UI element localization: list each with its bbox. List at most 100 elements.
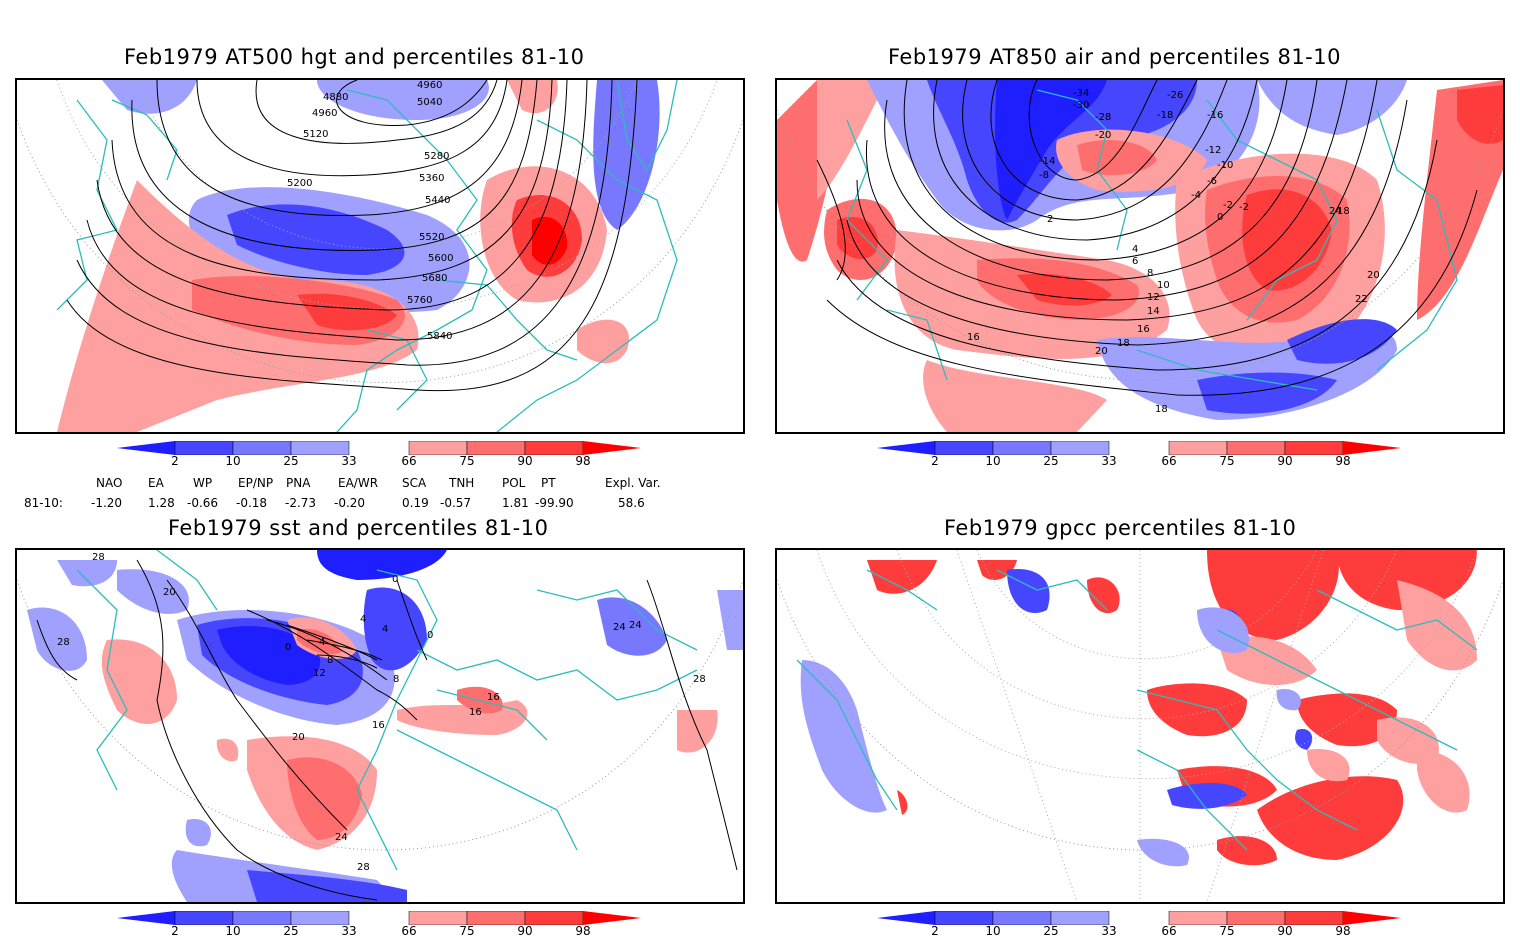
contour-label: 16 — [469, 707, 482, 718]
colorbar-tick: 10 — [225, 924, 241, 938]
colorbar-tick: 66 — [401, 924, 417, 938]
contour-label: -34 — [1073, 88, 1089, 99]
contour-label: -26 — [1167, 90, 1183, 101]
contour-label: -2 — [1223, 200, 1233, 211]
anomaly-red-area — [923, 360, 1107, 432]
contour-label: 5200 — [287, 178, 312, 189]
contour-label: -14 — [1039, 156, 1055, 167]
map-panel-air850: -34 -30 -26 -28 -20 -18 -16 -14 -12 -10 … — [775, 78, 1505, 434]
colorbar-swatch — [408, 910, 468, 926]
colorbar-arrow-low — [877, 441, 935, 455]
colorbar-tick: 75 — [1219, 454, 1235, 468]
contour-label: -10 — [1217, 160, 1233, 171]
coastline — [76, 550, 698, 871]
contour-label: 18 — [1337, 206, 1350, 217]
contour-label: 24 — [613, 622, 626, 633]
anomaly-blue-area — [227, 204, 405, 275]
anomaly-red-area — [457, 686, 503, 714]
contour-label: 5440 — [425, 195, 450, 206]
contour-label: 20 — [1095, 346, 1108, 357]
contour-label: 0 — [392, 574, 398, 585]
index-value: 0.19 — [402, 496, 429, 510]
index-header: WP — [193, 476, 213, 490]
colorbar-swatch — [1168, 440, 1228, 456]
colorbar-swatch — [1284, 440, 1344, 456]
contour-label: 28 — [57, 637, 70, 648]
contour-label: 5600 — [428, 253, 453, 264]
contour-label: -16 — [1207, 110, 1223, 121]
contour-label: 16 — [487, 692, 500, 703]
anomaly-red-area — [1457, 85, 1503, 144]
coastline — [796, 569, 1478, 851]
contour-label: 18 — [1117, 338, 1130, 349]
contour-label: 5040 — [417, 97, 442, 108]
colorbar-tick: 10 — [985, 454, 1001, 468]
index-value: -2.73 — [285, 496, 317, 510]
contour-label: 24 — [629, 620, 642, 631]
contour-label: 18 — [1155, 404, 1168, 415]
panel-title-air850: Feb1979 AT850 air and percentiles 81-10 — [888, 45, 1341, 69]
anomaly-red-area — [397, 700, 528, 735]
colorbar-swatch — [174, 910, 234, 926]
index-value: -0.66 — [187, 496, 219, 510]
anomaly-red-area — [297, 629, 342, 655]
colorbar-swatch — [992, 440, 1052, 456]
contour-label: 28 — [357, 862, 370, 873]
indices-header-row: NAO EA WP EP/NP PNA EA/WR SCA TNH POL PT… — [0, 476, 700, 492]
colorbar-tick: 10 — [225, 454, 241, 468]
colorbar-tick: 2 — [931, 924, 939, 938]
colorbar-swatch — [1050, 910, 1110, 926]
colorbar-swatch — [992, 910, 1052, 926]
height-contours — [66, 80, 638, 392]
contour-labels: 28 28 20 24 0 4 8 12 16 20 24 28 0 4 4 0… — [57, 552, 706, 873]
index-header: Expl. Var. — [605, 476, 661, 490]
colorbar-arrow-high — [1343, 441, 1401, 455]
colorbar-tick: 98 — [575, 454, 591, 468]
contour-label: 5360 — [419, 173, 444, 184]
index-value: 58.6 — [618, 496, 645, 510]
map-panel-gpcc — [775, 548, 1505, 904]
anomaly-blue-area — [995, 80, 1107, 220]
contour-label: 0 — [1217, 212, 1223, 223]
colorbar-swatch — [934, 440, 994, 456]
colorbar-tick: 25 — [1043, 454, 1059, 468]
colorbar-tick: 33 — [341, 454, 357, 468]
contour-label: 0 — [285, 642, 291, 653]
anomaly-blue-area — [597, 597, 667, 656]
index-header: EA/WR — [338, 476, 379, 490]
contour-label: 24 — [1329, 206, 1342, 217]
colorbar-tick: 33 — [1101, 454, 1117, 468]
colorbar-hgt500: 2 10 25 33 66 75 90 98 — [117, 440, 641, 470]
index-value: -1.20 — [91, 496, 123, 510]
contour-label: 22 — [1355, 294, 1368, 305]
contour-label: 24 — [335, 832, 348, 843]
colorbar-tick: 66 — [401, 454, 417, 468]
index-header: PT — [541, 476, 556, 490]
colorbar-tick: 25 — [283, 924, 299, 938]
colorbar-arrow-high — [583, 911, 641, 925]
anomaly-red-area — [101, 639, 177, 724]
index-header: EA — [148, 476, 164, 490]
hemisphere-boundary — [17, 579, 743, 851]
panel-title-gpcc: Feb1979 gpcc percentiles 81-10 — [944, 516, 1297, 540]
hemisphere-boundary — [777, 109, 1503, 381]
colorbar-swatch — [466, 910, 526, 926]
anomaly-blue-area — [1257, 80, 1407, 135]
anomaly-blue-area — [217, 626, 321, 685]
contour-label: 5840 — [427, 331, 452, 342]
coastline — [56, 80, 678, 432]
colorbar-swatch — [1226, 440, 1286, 456]
contour-label: 4 — [319, 637, 325, 648]
contour-label: 5760 — [407, 295, 432, 306]
temperature-contours — [816, 80, 1478, 396]
anomaly-red-area — [577, 319, 629, 364]
anomaly-blue-area — [27, 607, 87, 671]
contour-label: 8 — [1147, 268, 1153, 279]
anomaly-blue-area — [247, 870, 407, 902]
anomaly-blue-area — [363, 587, 427, 671]
colorbar-swatch — [174, 440, 234, 456]
contour-label: 12 — [1147, 292, 1160, 303]
index-value: -99.90 — [535, 496, 574, 510]
anomaly-red-area — [837, 216, 878, 260]
contour-label: -12 — [1205, 145, 1221, 156]
